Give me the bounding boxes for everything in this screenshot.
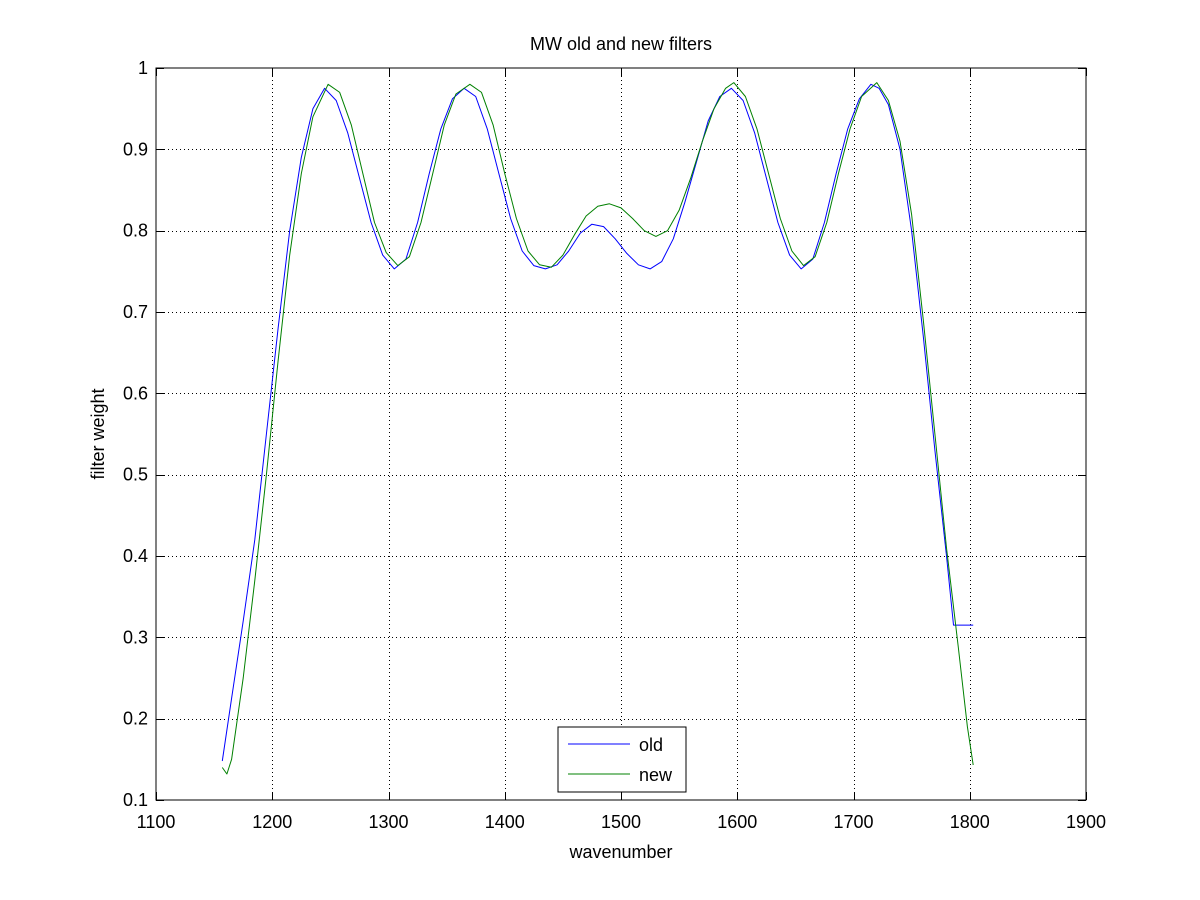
y-tick-label: 1 (138, 58, 148, 78)
x-tick-label: 1100 (137, 812, 176, 832)
x-tick-labels: 1100 1200 1300 1400 1500 1600 1700 1800 1900 (137, 812, 1106, 832)
y-tick-label: 0.9 (123, 139, 148, 159)
legend-box (557, 726, 687, 793)
y-tick-label: 0.1 (123, 790, 148, 810)
series-lines (221, 82, 974, 775)
x-tick-label: 1800 (950, 812, 990, 832)
legend-label-new: new (639, 765, 673, 785)
legend: old new (557, 726, 687, 793)
y-tick-label: 0.3 (123, 627, 148, 647)
y-tick-label: 0.4 (123, 546, 148, 566)
x-tick-label: 1900 (1066, 812, 1106, 832)
chart-title: MW old and new filters (530, 34, 712, 54)
series-line-new (221, 82, 974, 775)
plot-area (156, 68, 1086, 800)
x-tick-label: 1500 (601, 812, 641, 832)
y-tick-label: 0.7 (123, 302, 148, 322)
y-tick-label: 0.8 (123, 221, 148, 241)
y-axis-label: filter weight (88, 388, 108, 479)
x-tick-label: 1700 (833, 812, 873, 832)
legend-label-old: old (639, 735, 663, 755)
y-tick-label: 0.5 (123, 465, 148, 485)
series-line-old (221, 83, 974, 762)
grid (156, 68, 1086, 800)
x-tick-label: 1400 (485, 812, 525, 832)
y-tick-label: 0.6 (123, 383, 148, 403)
x-tick-label: 1200 (252, 812, 292, 832)
x-tick-label: 1300 (368, 812, 408, 832)
x-tick-label: 1600 (717, 812, 757, 832)
axis-ticks (156, 68, 1087, 801)
x-axis-label: wavenumber (568, 842, 672, 862)
y-tick-labels: 0.1 0.2 0.3 0.4 0.5 0.6 0.7 0.8 0.9 1 (123, 58, 148, 810)
y-tick-label: 0.2 (123, 709, 148, 729)
